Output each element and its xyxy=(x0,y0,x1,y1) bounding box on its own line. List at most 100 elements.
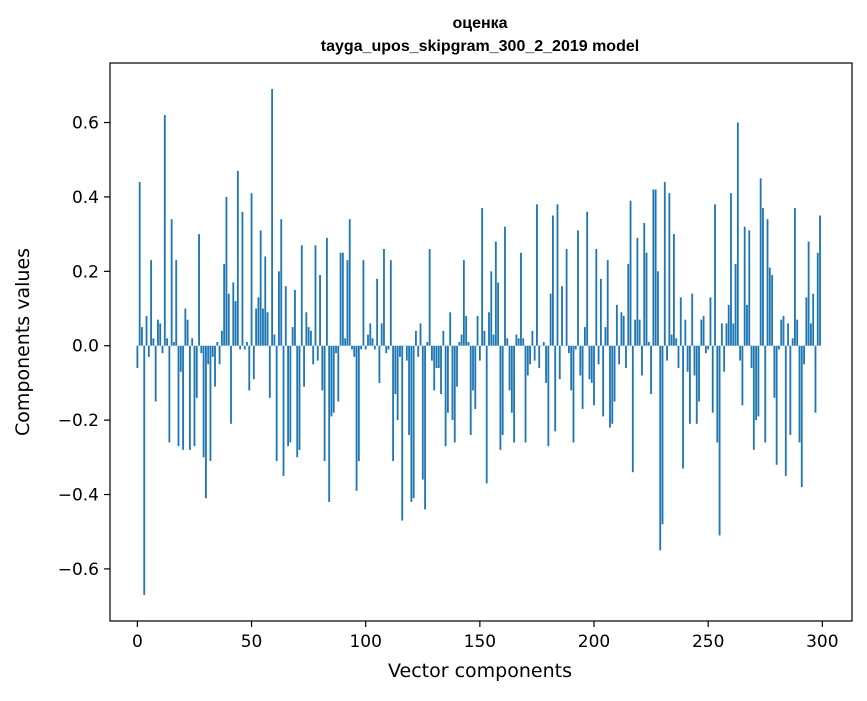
bar-component-240 xyxy=(684,320,686,346)
bar-component-71 xyxy=(299,346,301,450)
bar-component-294 xyxy=(808,242,810,346)
bar-component-92 xyxy=(347,260,349,346)
bar-component-99 xyxy=(363,260,365,346)
bar-component-129 xyxy=(431,346,433,361)
bar-component-279 xyxy=(773,346,775,398)
bar-component-282 xyxy=(780,320,782,346)
bar-component-203 xyxy=(600,279,602,346)
bar-component-133 xyxy=(440,346,442,394)
bar-component-179 xyxy=(545,346,547,383)
bar-component-60 xyxy=(273,335,275,346)
bar-component-244 xyxy=(694,346,696,376)
bar-component-28 xyxy=(200,346,202,353)
bar-component-47 xyxy=(244,346,246,350)
bar-component-46 xyxy=(242,212,244,346)
bar-component-199 xyxy=(591,346,593,383)
bars-layer xyxy=(136,89,820,595)
bar-component-150 xyxy=(479,346,481,361)
y-axis: −0.6−0.4−0.20.00.20.40.6 xyxy=(58,114,110,580)
bar-component-290 xyxy=(799,346,801,443)
bar-component-263 xyxy=(737,123,739,346)
bar-component-25 xyxy=(194,346,196,446)
x-tick-label: 300 xyxy=(806,632,838,652)
y-tick-label: 0.0 xyxy=(72,337,99,357)
bar-component-213 xyxy=(623,316,625,346)
bar-component-293 xyxy=(805,297,807,345)
chart-title: оценка xyxy=(452,15,507,32)
bar-component-175 xyxy=(536,204,538,345)
bar-component-204 xyxy=(602,346,604,417)
bar-component-1 xyxy=(139,182,141,346)
bar-component-270 xyxy=(753,346,755,450)
bar-component-70 xyxy=(296,346,298,458)
bar-component-223 xyxy=(646,253,648,346)
bar-component-139 xyxy=(454,346,456,443)
bar-component-104 xyxy=(374,346,376,350)
bar-component-125 xyxy=(422,346,424,480)
y-tick-label: 0.6 xyxy=(72,114,99,134)
bar-component-164 xyxy=(511,346,513,413)
bar-component-36 xyxy=(219,346,221,365)
bar-component-41 xyxy=(230,346,232,424)
bar-component-40 xyxy=(228,294,230,346)
bar-component-33 xyxy=(212,346,214,357)
bar-component-78 xyxy=(315,245,317,345)
y-tick-label: −0.4 xyxy=(58,486,99,506)
bar-component-260 xyxy=(730,193,732,346)
bar-component-43 xyxy=(235,301,237,346)
bar-component-225 xyxy=(650,346,652,394)
bar-component-14 xyxy=(168,346,170,443)
bar-component-51 xyxy=(253,346,255,379)
bar-component-174 xyxy=(534,346,536,361)
bar-component-100 xyxy=(365,346,367,350)
bar-component-289 xyxy=(796,320,798,346)
bar-component-163 xyxy=(509,346,511,391)
bar-component-64 xyxy=(283,346,285,476)
bar-component-13 xyxy=(166,338,168,345)
x-tick-label: 150 xyxy=(464,632,496,652)
bar-component-176 xyxy=(538,346,540,368)
x-axis-label: Vector components xyxy=(388,660,572,682)
bar-component-127 xyxy=(426,342,428,346)
y-axis-label: Components values xyxy=(12,248,34,436)
bar-component-247 xyxy=(700,320,702,346)
x-tick-label: 100 xyxy=(349,632,381,652)
bar-component-131 xyxy=(436,346,438,368)
bar-component-237 xyxy=(678,346,680,368)
bar-component-284 xyxy=(785,346,787,476)
bar-component-192 xyxy=(575,346,577,350)
bar-component-66 xyxy=(287,346,289,446)
bar-component-198 xyxy=(589,346,591,379)
bar-component-241 xyxy=(687,346,689,372)
bar-component-61 xyxy=(276,346,278,461)
bar-component-20 xyxy=(182,346,184,450)
bar-component-191 xyxy=(573,346,575,443)
bar-component-142 xyxy=(461,335,463,346)
bar-component-136 xyxy=(447,346,449,413)
bar-component-113 xyxy=(394,346,396,394)
bar-component-299 xyxy=(819,216,821,346)
bar-component-259 xyxy=(728,305,730,346)
bar-component-3 xyxy=(143,346,145,595)
bar-component-17 xyxy=(175,260,177,346)
bar-component-122 xyxy=(415,331,417,346)
bar-component-271 xyxy=(755,346,757,420)
bar-component-249 xyxy=(705,346,707,353)
bar-component-146 xyxy=(470,346,472,435)
bar-component-34 xyxy=(214,346,216,387)
bar-component-221 xyxy=(641,346,643,376)
bar-component-74 xyxy=(305,312,307,345)
bar-component-275 xyxy=(764,346,766,443)
bar-component-94 xyxy=(351,346,353,350)
bar-component-83 xyxy=(326,238,328,346)
bar-component-88 xyxy=(337,346,339,402)
bar-component-274 xyxy=(762,208,764,346)
bar-component-96 xyxy=(356,346,358,491)
bar-component-170 xyxy=(525,346,527,443)
bar-component-295 xyxy=(810,323,812,345)
bar-component-73 xyxy=(303,346,305,387)
bar-component-72 xyxy=(301,245,303,345)
bar-component-224 xyxy=(648,342,650,346)
bar-component-181 xyxy=(550,294,552,346)
